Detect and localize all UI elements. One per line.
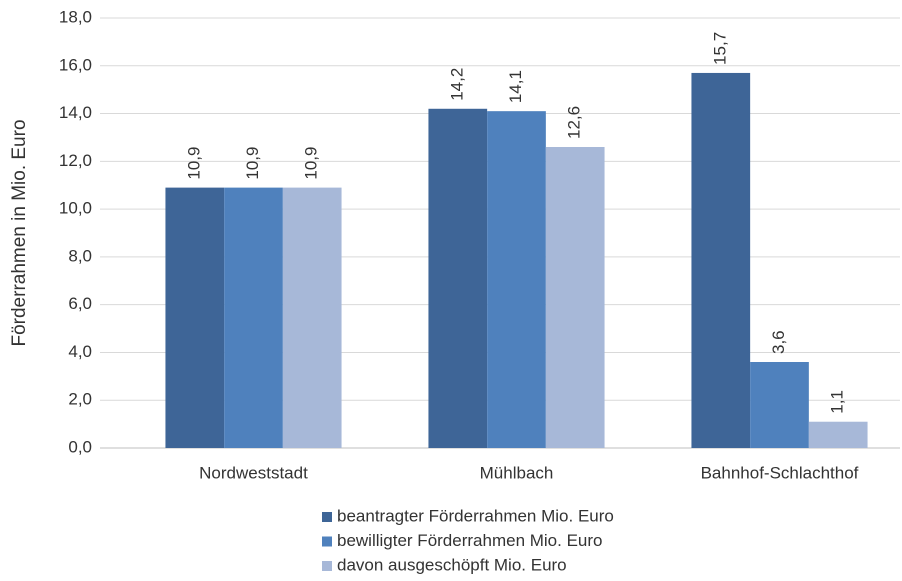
bar xyxy=(750,362,809,448)
legend-label: davon ausgeschöpft Mio. Euro xyxy=(337,555,567,574)
data-label: 10,9 xyxy=(243,147,262,180)
legend-swatch xyxy=(322,536,332,547)
legend-swatch xyxy=(322,561,332,571)
data-label: 3,6 xyxy=(769,330,788,354)
bar xyxy=(165,187,225,448)
y-tick-label: 0,0 xyxy=(68,437,92,456)
y-tick-label: 16,0 xyxy=(59,55,92,74)
bar xyxy=(428,108,488,449)
data-label: 10,9 xyxy=(302,147,321,180)
y-axis-title: Förderrahmen in Mio. Euro xyxy=(9,119,30,346)
legend-swatch xyxy=(322,512,332,522)
bar xyxy=(545,147,605,448)
legend-label: bewilligter Förderrahmen Mio. Euro xyxy=(337,531,603,550)
x-tick-label: Nordweststadt xyxy=(199,463,308,482)
data-label: 15,7 xyxy=(710,32,729,65)
y-tick-label: 6,0 xyxy=(68,294,92,313)
x-tick-label: Bahnhof-Schlachthof xyxy=(701,463,859,482)
y-tick-label: 4,0 xyxy=(68,342,92,361)
legend-label: beantragter Förderrahmen Mio. Euro xyxy=(337,506,614,525)
data-label: 10,9 xyxy=(184,147,203,180)
y-tick-label: 2,0 xyxy=(68,390,92,409)
data-label: 12,6 xyxy=(565,106,584,139)
bar xyxy=(691,72,751,448)
y-tick-label: 14,0 xyxy=(59,103,92,122)
bar xyxy=(282,187,342,448)
data-label: 14,1 xyxy=(506,70,525,103)
x-tick-label: Mühlbach xyxy=(480,463,554,482)
y-tick-label: 12,0 xyxy=(59,151,92,170)
bar xyxy=(808,421,868,448)
data-label: 14,2 xyxy=(447,68,466,101)
y-tick-label: 8,0 xyxy=(68,246,92,265)
data-label: 1,1 xyxy=(828,390,847,414)
bar xyxy=(224,187,283,448)
bar xyxy=(487,111,546,449)
y-tick-label: 18,0 xyxy=(59,7,92,26)
y-tick-label: 10,0 xyxy=(59,199,92,218)
